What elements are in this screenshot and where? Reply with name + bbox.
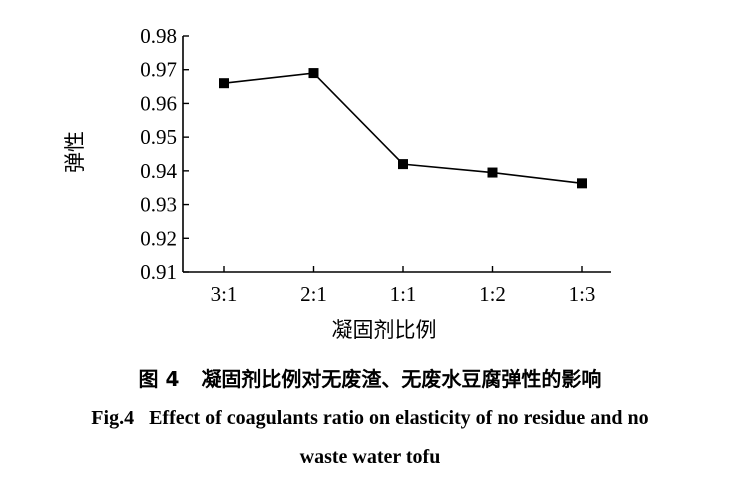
- data-point-marker: [398, 159, 408, 170]
- x-tick-label: 1:1: [390, 282, 417, 306]
- x-tick-label: 3:1: [211, 282, 238, 306]
- x-axis: 3:1 2:1 1:1 1:2 1:3: [183, 266, 611, 306]
- series-line: [219, 68, 587, 189]
- y-tick-label: 0.96: [140, 91, 177, 115]
- figure-caption-english-line2: waste water tofu: [299, 446, 441, 468]
- figure-title-chinese: 凝固剂比例对无废渣、无废水豆腐弹性的影响: [201, 367, 602, 391]
- y-tick-label: 0.97: [140, 58, 177, 82]
- figure-caption-english-line1: Fig.4 Effect of coagulants ratio on elas…: [91, 407, 649, 429]
- data-point-marker: [487, 167, 498, 178]
- y-tick-label: 0.95: [140, 125, 177, 149]
- y-tick-label: 0.98: [140, 24, 177, 48]
- y-axis: 0.91 0.92 0.93 0.94 0.95 0.96 0.97 0.98: [140, 24, 189, 284]
- figure-number: 图 4: [138, 367, 180, 391]
- y-tick-label: 0.92: [140, 226, 177, 250]
- y-tick-label: 0.91: [140, 260, 177, 284]
- data-point-marker: [219, 78, 229, 89]
- y-tick-label: 0.94: [140, 159, 177, 183]
- figure-caption-chinese: 图 4 凝固剂比例对无废渣、无废水豆腐弹性的影响: [0, 363, 740, 392]
- line-chart: 0.91 0.92 0.93 0.94 0.95 0.96 0.97 0.98 3:1 2:1 1…: [63, 24, 611, 340]
- x-tick-label: 2:1: [300, 282, 327, 306]
- data-point-marker: [308, 68, 319, 79]
- x-axis-title: 凝固剂比例: [332, 318, 437, 340]
- y-axis-title: 弹性: [63, 131, 87, 173]
- x-tick-label: 1:3: [569, 282, 596, 306]
- x-tick-label: 1:2: [479, 282, 506, 306]
- y-tick-label: 0.93: [140, 193, 177, 217]
- data-point-marker: [577, 178, 587, 189]
